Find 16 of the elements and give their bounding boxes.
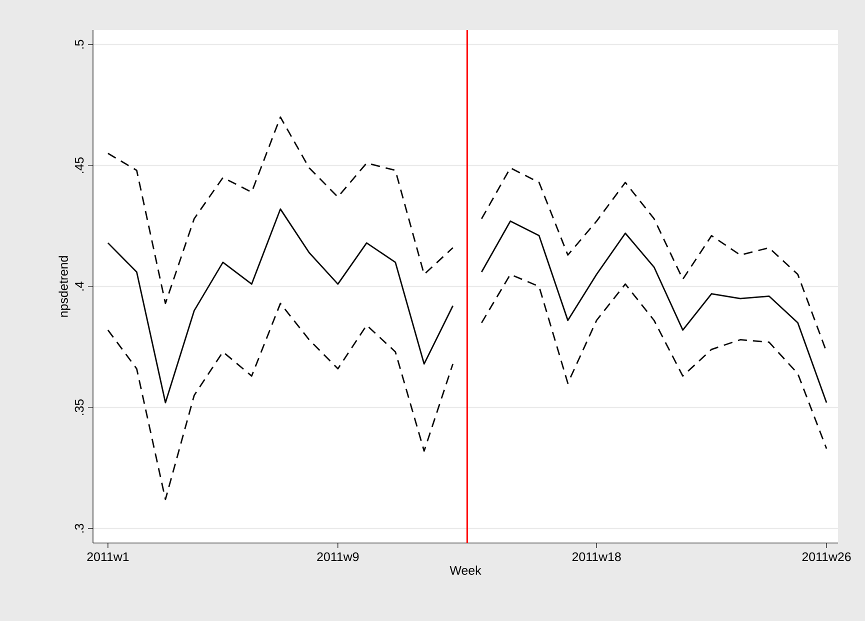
x-tick-label: 2011w9 (317, 552, 359, 562)
line-series (480, 220, 828, 404)
x-axis-title: Week (450, 566, 482, 575)
line-series (107, 208, 454, 404)
y-tick-label: .4 (75, 282, 84, 291)
y-tick-label: .5 (74, 40, 84, 49)
y-tick-label: .45 (74, 157, 84, 174)
line-series (480, 274, 828, 450)
y-tick-label: .35 (74, 399, 84, 416)
y-axis-title: npsdetrend (58, 256, 70, 317)
x-tick-label: 2011w26 (802, 552, 851, 562)
line-series (107, 302, 454, 500)
x-tick-label: 2011w1 (87, 552, 129, 562)
line-series (107, 116, 454, 304)
x-tick-label: 2011w18 (572, 552, 621, 562)
y-tick-label: .3 (74, 524, 84, 533)
